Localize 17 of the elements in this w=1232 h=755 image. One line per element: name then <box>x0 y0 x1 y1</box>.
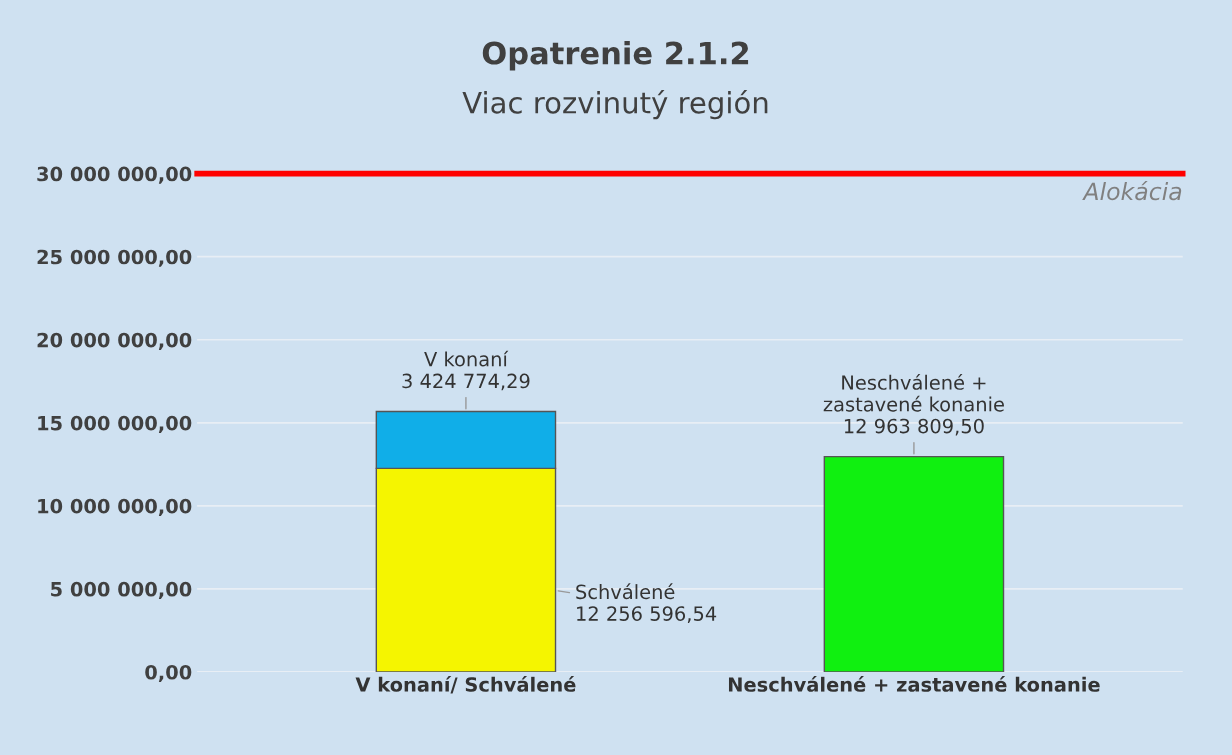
y-tick-label: 0,00 <box>145 664 192 683</box>
data-label: 12 256 596,54 <box>577 606 717 623</box>
text: Neschválené + zastavené konanie <box>823 374 1004 412</box>
text: V konaní <box>424 350 509 367</box>
data-label: 12 963 809,50 <box>844 418 984 436</box>
y-tick-label: 15 000 000,00 <box>38 415 192 433</box>
y-tick-label: 30 000 000,00 <box>37 166 192 184</box>
y-tick-label: 5 000 000,00 <box>51 581 192 600</box>
chart-subtitle: Viac rozvinutý región <box>462 89 768 120</box>
x-tick-label: V konaní/ Schválené <box>355 676 576 694</box>
data-label: 3 424 774,29 <box>402 373 530 391</box>
y-tick-label: 10 000 000,00 <box>38 498 192 516</box>
chart-title: Opatrenie 2.1.2 <box>482 40 749 71</box>
series-label: Schválené <box>576 583 675 600</box>
y-tick-label: 20 000 000,00 <box>37 332 192 350</box>
y-tick-label: 25 000 000,00 <box>37 249 192 267</box>
ref-line-label: Alokácia <box>1082 181 1182 201</box>
